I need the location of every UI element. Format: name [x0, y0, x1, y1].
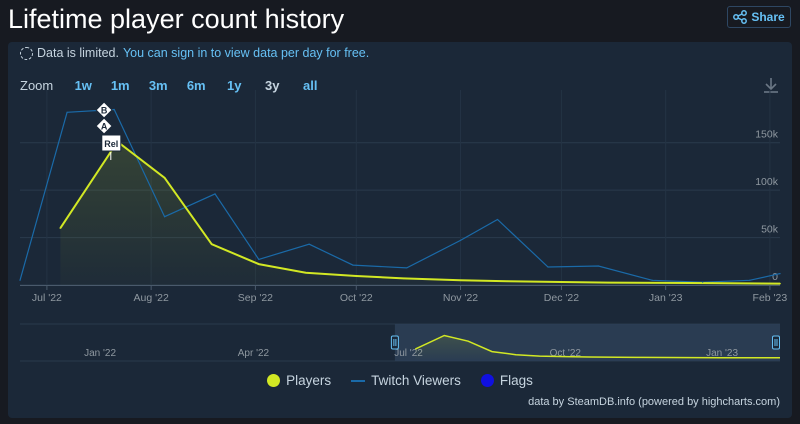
chart-legend: Players Twitch Viewers Flags: [0, 373, 800, 388]
x-tick-label: Dec '22: [544, 292, 579, 304]
navigator-tick-label: Apr '22: [238, 348, 270, 359]
flag-marker: [101, 134, 122, 152]
twitch-point: [547, 266, 549, 268]
navigator-right-handle[interactable]: [772, 335, 780, 350]
twitch-point: [702, 281, 704, 283]
sign-in-link[interactable]: You can sign in to view data per day for…: [122, 46, 370, 60]
twitch-point: [651, 279, 653, 281]
share-icon: [733, 10, 748, 24]
players-point: [459, 279, 462, 282]
zoom-all-button[interactable]: all: [303, 78, 318, 93]
flag-label: B: [101, 106, 108, 116]
x-tick-label: Nov '22: [443, 292, 478, 304]
zoom-6m-button[interactable]: 6m: [186, 78, 206, 93]
twitch-point: [258, 258, 260, 260]
players-point: [163, 176, 166, 179]
series-layer: [19, 108, 781, 285]
share-label: Share: [751, 10, 785, 24]
players-point: [711, 282, 714, 284]
x-tick-label: Jan '23: [649, 292, 683, 304]
twitch-point: [779, 273, 781, 275]
players-point: [402, 277, 405, 280]
twitch-point: [164, 216, 166, 218]
players-point: [305, 271, 307, 274]
flag-label: Rel: [104, 139, 118, 149]
legend-flags-label: Flags: [499, 373, 533, 388]
players-area: [60, 141, 780, 285]
zoom-1y-button[interactable]: 1y: [227, 78, 242, 93]
navigator-players-line: [414, 334, 781, 359]
players-point: [257, 263, 260, 265]
players-point: [355, 275, 358, 277]
players-dot-icon: [267, 374, 281, 387]
players-point: [210, 243, 213, 246]
flag-marker: [95, 117, 113, 135]
twitch-point: [352, 264, 354, 266]
navigator-tick-label: Jan '22: [84, 348, 116, 359]
flags-dot-icon: [480, 374, 494, 387]
zoom-label: Zoom: [20, 78, 54, 93]
y-axis-labels: 0 50k 100k 150k: [755, 129, 779, 283]
x-tick-label: Feb '23: [753, 292, 788, 304]
download-icon[interactable]: [762, 76, 780, 94]
navigator-tick-label: Oct '22: [550, 348, 582, 359]
zoom-3y-button[interactable]: 3y: [265, 78, 280, 93]
players-point: [59, 227, 62, 229]
x-tick-label: Oct '22: [340, 292, 373, 304]
twitch-point: [459, 239, 462, 242]
navigator-tick-label: Jan '23: [706, 348, 738, 359]
twitch-point: [749, 279, 751, 281]
y-tick-label: 100k: [755, 176, 779, 188]
legend-twitch[interactable]: Twitch Viewers: [351, 373, 461, 388]
players-point: [607, 281, 610, 284]
legend-twitch-label: Twitch Viewers: [371, 373, 461, 388]
twitch-point: [308, 243, 310, 245]
flags-layer: BA Rel: [95, 101, 122, 160]
zoom-bar: Zoom 1w 1m 3m 6m 1y 3y all: [20, 78, 329, 93]
players-point: [779, 282, 781, 285]
y-tick-label: 0: [772, 271, 778, 283]
page-title: Lifetime player count history: [8, 4, 345, 34]
twitch-point: [113, 108, 115, 111]
navigator-area: [415, 335, 780, 361]
navigator-left-handle[interactable]: [390, 335, 399, 350]
players-point: [664, 282, 667, 284]
x-tick-label: Sep '22: [238, 292, 273, 304]
twitch-line-icon: [351, 379, 366, 382]
x-tick-label: Jul '22: [32, 292, 62, 304]
twitch-point: [19, 279, 21, 281]
x-axis-labels: Jul '22 Aug '22 Sep '22 Oct '22 Nov '22 Dec '…: [32, 292, 788, 304]
zoom-1w-button[interactable]: 1w: [74, 78, 92, 93]
dashed-circle-icon: [20, 46, 33, 60]
twitch-point: [496, 218, 499, 221]
x-tick-label: Aug '22: [134, 292, 169, 304]
y-tick-label: 50k: [761, 224, 779, 236]
players-point: [506, 280, 509, 283]
legend-players-label: Players: [286, 373, 332, 388]
legend-flags[interactable]: Flags: [480, 373, 533, 388]
flag-label: A: [101, 122, 108, 132]
y-tick-label: 150k: [755, 129, 779, 141]
twitch-point: [597, 265, 600, 267]
players-point: [560, 281, 563, 283]
legend-players[interactable]: Players: [267, 373, 331, 388]
twitch-point: [214, 193, 216, 195]
notice-text: Data is limited.: [37, 46, 119, 60]
share-button[interactable]: Share: [727, 6, 791, 28]
zoom-3m-button[interactable]: 3m: [148, 78, 168, 93]
zoom-1m-button[interactable]: 1m: [110, 78, 130, 93]
navigator[interactable]: Jan '22 Apr '22 Jul '22 Oct '22 Jan '23: [20, 323, 781, 362]
twitch-point: [406, 267, 408, 269]
credits: data by SteamDB.info (powered by highcha…: [528, 396, 780, 408]
navigator-tick-label: Jul '22: [394, 348, 423, 359]
data-limited-notice: Data is limited. You can sign in to view…: [20, 46, 369, 60]
twitch-point: [66, 111, 68, 113]
